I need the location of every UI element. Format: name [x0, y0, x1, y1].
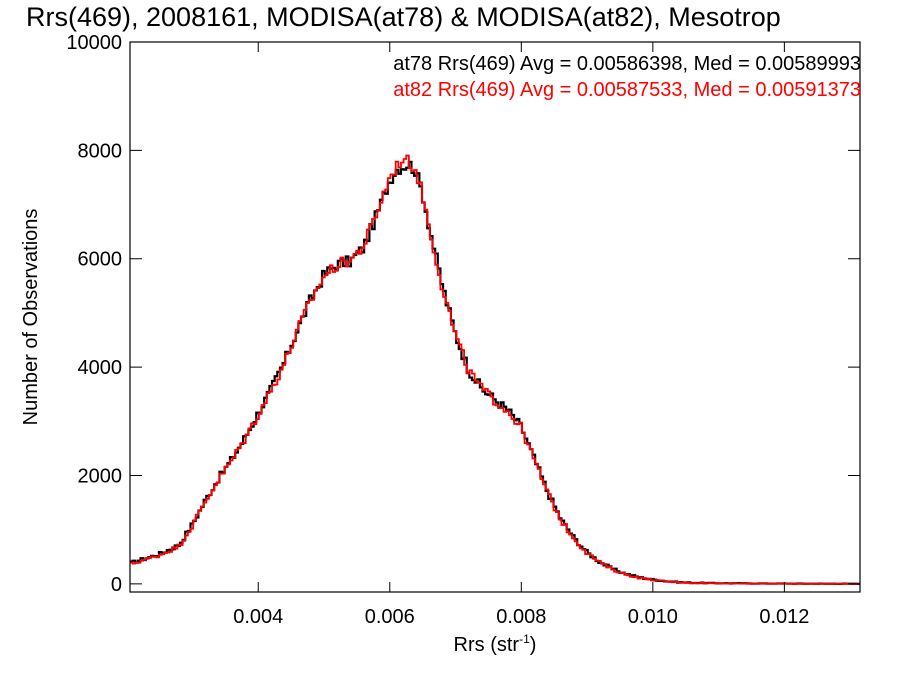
y-axis-label: Number of Observations — [20, 209, 42, 426]
ticks-layer: 0.004 0.006 0.008 0.010 0.012 0 2000 4000 6000 80… — [66, 32, 860, 628]
x-tick-label: 0.012 — [759, 606, 809, 628]
series-line-at78 — [130, 160, 860, 585]
y-tick-label: 10000 — [66, 32, 122, 54]
y-tick-label: 4000 — [78, 357, 123, 379]
x-tick-label: 0.006 — [365, 606, 415, 628]
annotation-at82: at82 Rrs(469) Avg = 0.00587533, Med = 0.… — [393, 79, 861, 101]
x-tick-label: 0.004 — [233, 606, 283, 628]
plot-frame — [129, 41, 861, 593]
series-layer — [130, 154, 860, 585]
y-tick-label: 6000 — [78, 249, 123, 271]
x-axis-label: Rrs (str-1) — [454, 632, 537, 656]
y-tick-label: 2000 — [78, 465, 123, 487]
x-tick-label: 0.008 — [496, 606, 546, 628]
x-tick-label: 0.010 — [628, 606, 678, 628]
y-tick-label: 0 — [111, 574, 122, 596]
annotation-at78: at78 Rrs(469) Avg = 0.00586398, Med = 0.… — [393, 53, 861, 75]
y-tick-label: 8000 — [78, 140, 123, 162]
chart-title: Rrs(469), 2008161, MODISA(at78) & MODISA… — [26, 2, 781, 32]
x-axis-label-close: ) — [530, 634, 537, 656]
x-axis-label-main: Rrs (str — [454, 634, 520, 656]
x-axis-label-sup: -1 — [519, 632, 530, 646]
series-line-at82 — [130, 154, 860, 585]
